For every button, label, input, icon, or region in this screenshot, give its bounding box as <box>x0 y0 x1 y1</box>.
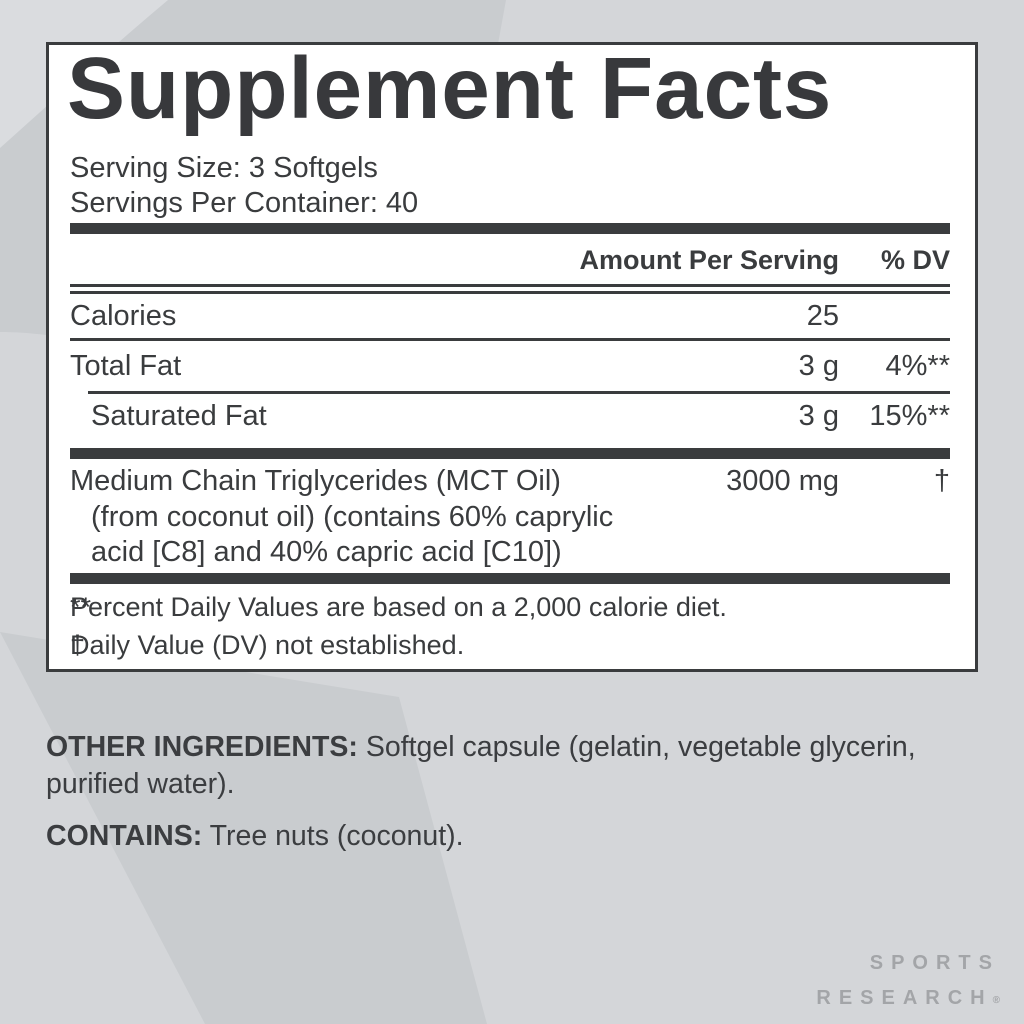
other-ingredients-paragraph: OTHER INGREDIENTS: Softgel capsule (gela… <box>46 729 961 803</box>
brand-logo: SPORTS RESEARCH® <box>816 946 1000 1018</box>
servings-per-container: Servings Per Container: 40 <box>70 187 419 219</box>
other-ingredients-label: OTHER INGREDIENTS: <box>46 730 358 763</box>
double-rule <box>70 284 950 294</box>
column-header-dv: % DV <box>880 245 950 275</box>
supplement-facts-panel: Supplement Facts Serving Size: 3 Softgel… <box>46 40 978 672</box>
other-ingredients-text: Softgel capsule (gelatin, vegetable glyc… <box>46 730 916 800</box>
watermark-diagonal-leg <box>0 632 487 1024</box>
row-name-continuation: acid [C8] and 40% capric acid [C10]) <box>91 536 562 568</box>
thin-rule-indented <box>88 391 950 394</box>
column-header-amount: Amount Per Serving <box>579 245 839 275</box>
brand-line-research: RESEARCH® <box>816 981 1000 1018</box>
row-dv: 15%** <box>869 400 950 432</box>
watermark-circle-segment <box>0 0 506 335</box>
thick-rule-top <box>70 223 950 234</box>
footnote-text: Daily Value (DV) not established. <box>70 630 465 660</box>
contains-paragraph: CONTAINS: Tree nuts (coconut). <box>46 818 961 855</box>
row-dv: 4%** <box>885 350 951 382</box>
row-dv: † <box>933 465 950 497</box>
row-amount: 25 <box>806 300 839 332</box>
brand-line-sports: SPORTS <box>869 952 1000 974</box>
table-row-calories: Calories 25 <box>70 300 950 338</box>
thick-rule-bottom <box>70 573 950 584</box>
table-row-mct-oil: Medium Chain Triglycerides (MCT Oil) 300… <box>70 465 950 503</box>
contains-label: CONTAINS: <box>46 819 203 852</box>
row-name: Saturated Fat <box>91 400 267 432</box>
brand-research-text: RESEARCH <box>816 987 993 1009</box>
footnote-symbol: ** <box>70 592 92 622</box>
footnote-text: Percent Daily Values are based on a 2,00… <box>70 592 727 622</box>
row-name: Total Fat <box>70 350 182 382</box>
registered-trademark-icon: ® <box>992 995 1000 1006</box>
row-amount: 3 g <box>798 400 839 432</box>
panel-title: Supplement Facts <box>67 40 833 137</box>
table-row-saturated-fat: Saturated Fat 3 g 15%** <box>70 400 950 438</box>
contains-text: Tree nuts (coconut). <box>202 819 464 852</box>
row-amount: 3000 mg <box>726 465 839 497</box>
thick-rule-middle <box>70 448 950 459</box>
table-row-total-fat: Total Fat 3 g 4%** <box>70 350 950 388</box>
footnote-symbol: † <box>70 630 86 660</box>
row-name: Calories <box>70 300 177 332</box>
row-name: Medium Chain Triglycerides (MCT Oil) <box>70 465 561 497</box>
row-amount: 3 g <box>798 350 839 382</box>
row-name-continuation: (from coconut oil) (contains 60% capryli… <box>91 501 614 533</box>
thin-rule <box>70 338 950 341</box>
table-header-row: Amount Per Serving % DV <box>70 245 950 283</box>
serving-size: Serving Size: 3 Softgels <box>70 152 378 184</box>
